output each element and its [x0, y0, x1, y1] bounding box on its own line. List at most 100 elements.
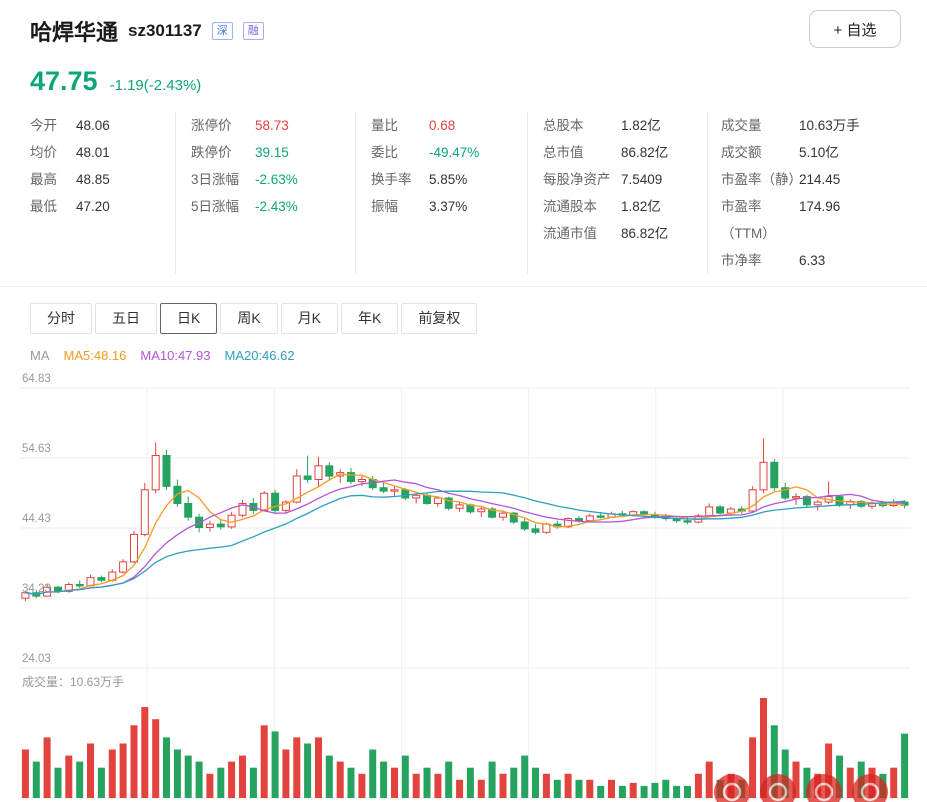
- stat-label: 流通市值: [543, 226, 597, 241]
- tab-monthly-k[interactable]: 月K: [280, 303, 339, 334]
- tab-five-day[interactable]: 五日: [95, 303, 157, 334]
- stat-label: 委比: [371, 145, 398, 160]
- exchange-badge: 深: [211, 22, 233, 40]
- stat-label: 涨停价: [191, 118, 232, 133]
- stat-label: 市盈率（静）: [721, 172, 802, 187]
- stat-label: 量比: [371, 118, 398, 133]
- stat-value: 10.63万手: [799, 118, 860, 133]
- stat-label: 市净率: [721, 253, 762, 268]
- svg-text:成交量：10.63万手: 成交量：10.63万手: [22, 674, 124, 689]
- svg-text:44.43: 44.43: [22, 513, 51, 525]
- stat-row: 均价 48.01: [30, 139, 175, 166]
- stat-row: 委比 -49.47%: [371, 139, 527, 166]
- stats-column: 今开 48.06 均价 48.01 最高 48.85 最低 47.20: [30, 112, 175, 274]
- stat-value: 214.45: [799, 172, 841, 187]
- stat-row: 跌停价 39.15: [191, 139, 355, 166]
- stat-row: 总股本 1.82亿: [543, 112, 707, 139]
- quote-row: 47.75 -1.19(-2.43%): [30, 66, 901, 98]
- stat-value: 7.5409: [621, 172, 663, 187]
- ma-legend: MA MA5:48.16 MA10:47.93 MA20:46.62: [30, 348, 927, 366]
- stats-column: 量比 0.68 委比 -49.47% 换手率 5.85% 振幅 3.37%: [355, 112, 527, 274]
- stat-value: 58.73: [255, 118, 289, 133]
- stat-value: 5.10亿: [799, 145, 839, 160]
- stat-row: 5日涨幅 -2.43%: [191, 193, 355, 220]
- stat-label: 成交量: [721, 118, 762, 133]
- stock-name: 哈焊华通: [30, 20, 119, 45]
- ma-lines: [25, 473, 905, 596]
- tab-yearly-k[interactable]: 年K: [341, 303, 399, 334]
- stat-value: -2.43%: [255, 199, 298, 214]
- stat-value: 6.33: [799, 253, 826, 268]
- stat-value: -2.63%: [255, 172, 298, 187]
- svg-text:24.03: 24.03: [22, 653, 51, 665]
- ma-legend-prefix: MA: [30, 348, 50, 363]
- stat-label: 振幅: [371, 199, 398, 214]
- price-change: -1.19(-2.43%): [109, 77, 202, 94]
- stat-value: 0.68: [429, 118, 456, 133]
- stat-row: 量比 0.68: [371, 112, 527, 139]
- stat-value: 174.96: [799, 199, 841, 214]
- stat-row: 流通市值 86.82亿: [543, 220, 707, 247]
- stats-column: 涨停价 58.73 跌停价 39.15 3日涨幅 -2.63% 5日涨幅 -2.43%: [175, 112, 355, 274]
- ma5-legend: MA5:48.16: [63, 348, 127, 363]
- add-watchlist-button[interactable]: + 自选: [809, 10, 901, 48]
- svg-text:64.83: 64.83: [22, 373, 51, 385]
- stat-label: 最高: [30, 172, 57, 187]
- stat-value: 3.37%: [429, 199, 468, 214]
- section-divider: [0, 286, 927, 287]
- stat-row: 成交额 5.10亿: [721, 139, 901, 166]
- svg-text:34.23: 34.23: [22, 583, 51, 595]
- tab-weekly-k[interactable]: 周K: [220, 303, 278, 334]
- tab-minute[interactable]: 分时: [30, 303, 92, 334]
- stat-label: 总股本: [543, 118, 584, 133]
- candles: [21, 438, 909, 601]
- ma10-legend: MA10:47.93: [140, 348, 211, 363]
- stat-label: 每股净资产: [543, 172, 611, 187]
- stat-value: 48.85: [76, 172, 110, 187]
- margin-trading-badge: 融: [242, 22, 264, 40]
- stat-label: 均价: [30, 145, 57, 160]
- stats-column: 成交量 10.63万手成交额 5.10亿市盈率（静） 214.45 市盈率（TTM） 17…: [707, 112, 901, 274]
- stat-label: 5日涨幅: [191, 199, 240, 214]
- stat-value: 48.06: [76, 118, 110, 133]
- stat-label: 今开: [30, 118, 57, 133]
- stat-row: 每股净资产 7.5409: [543, 166, 707, 193]
- title-row: 哈焊华通 sz301137 深 融: [30, 14, 901, 48]
- stat-row: 今开 48.06: [30, 112, 175, 139]
- stat-row: 市盈率（静） 214.45: [721, 166, 901, 193]
- axis-labels: 64.83 54.63 44.43 34.23 24.03 成交量：10.63万手: [22, 373, 124, 689]
- stat-label: 跌停价: [191, 145, 232, 160]
- ma20-legend: MA20:46.62: [224, 348, 295, 363]
- stat-row: 成交量 10.63万手: [721, 112, 901, 139]
- tab-forward-adjusted[interactable]: 前复权: [401, 303, 478, 334]
- stat-value: -49.47%: [429, 145, 480, 160]
- stat-value: 5.85%: [429, 172, 468, 187]
- header: 哈焊华通 sz301137 深 融 + 自选 47.75 -1.19(-2.43…: [0, 0, 927, 274]
- stat-row: 总市值 86.82亿: [543, 139, 707, 166]
- stat-label: 3日涨幅: [191, 172, 240, 187]
- stat-value: 1.82亿: [621, 199, 661, 214]
- stat-label: 换手率: [371, 172, 412, 187]
- stock-code: sz301137: [128, 21, 202, 40]
- svg-text:54.63: 54.63: [22, 443, 51, 455]
- stat-row: 最低 47.20: [30, 193, 175, 220]
- stat-row: 市净率 6.33: [721, 247, 901, 274]
- stat-label: 流通股本: [543, 199, 597, 214]
- stat-value: 48.01: [76, 145, 110, 160]
- stat-row: 涨停价 58.73: [191, 112, 355, 139]
- stat-label: 成交额: [721, 145, 762, 160]
- stat-row: 最高 48.85: [30, 166, 175, 193]
- stat-value: 86.82亿: [621, 145, 669, 160]
- chart-period-tabs: 分时 五日 日K 周K 月K 年K 前复权: [30, 303, 927, 334]
- kline-chart[interactable]: 64.83 54.63 44.43 34.23 24.03 成交量：10.63万手: [20, 368, 927, 802]
- stat-value: 86.82亿: [621, 226, 669, 241]
- stat-label: 总市值: [543, 145, 584, 160]
- stat-label: 市盈率（TTM）: [721, 199, 776, 241]
- stat-label: 最低: [30, 199, 57, 214]
- stat-value: 47.20: [76, 199, 110, 214]
- stats-column: 总股本 1.82亿 总市值 86.82亿 每股净资产 7.5409 流通股本 1.82亿 流通市…: [527, 112, 707, 274]
- stat-value: 1.82亿: [621, 118, 661, 133]
- stats-grid: 今开 48.06 均价 48.01 最高 48.85 最低 47.20 涨停价 58.73 跌停价 3…: [30, 112, 901, 274]
- tab-daily-k[interactable]: 日K: [160, 303, 218, 334]
